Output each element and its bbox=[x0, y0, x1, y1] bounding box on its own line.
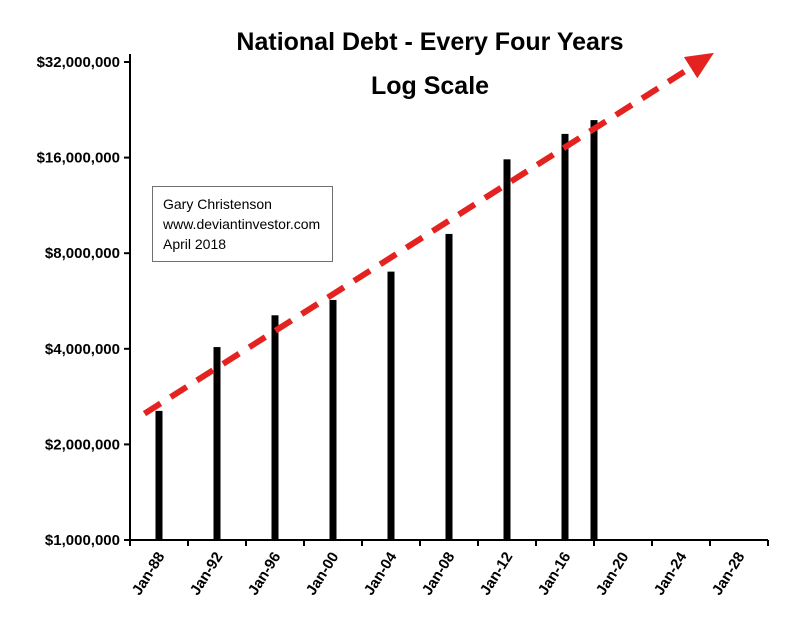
chart-subtitle: Log Scale bbox=[370, 72, 490, 100]
x-axis-label: Jan-00 bbox=[303, 549, 343, 598]
bar-jan-00 bbox=[329, 299, 337, 539]
annotation-website: www.deviantinvestor.com bbox=[163, 216, 321, 232]
x-axis-label: Jan-24 bbox=[651, 549, 691, 599]
x-axis-label: Jan-12 bbox=[477, 549, 517, 598]
annotation-author: Gary Christenson bbox=[163, 196, 272, 212]
x-axis-label: Jan-92 bbox=[187, 549, 227, 598]
bar-jan-18 bbox=[590, 120, 598, 539]
x-axis-label: Jan-96 bbox=[245, 549, 285, 598]
y-tick-label: $32,000,000 bbox=[37, 54, 120, 71]
bar-jan-96 bbox=[271, 315, 279, 539]
x-axis-label: Jan-16 bbox=[535, 549, 575, 598]
x-axis-label: Jan-20 bbox=[593, 549, 633, 598]
x-axis-label: Jan-28 bbox=[709, 549, 749, 598]
chart-title: National Debt - Every Four Years bbox=[236, 28, 624, 56]
bar-jan-08 bbox=[445, 233, 453, 539]
bar-jan-12 bbox=[503, 159, 511, 539]
x-axis-label: Jan-88 bbox=[129, 549, 169, 598]
y-tick-label: $8,000,000 bbox=[45, 245, 120, 262]
bar-jan-88 bbox=[155, 410, 163, 539]
y-tick-label: $16,000,000 bbox=[37, 150, 120, 167]
bar-jan-04 bbox=[387, 271, 395, 539]
x-axis-label: Jan-04 bbox=[361, 549, 401, 599]
y-tick-label: $1,000,000 bbox=[45, 532, 120, 549]
bar-jan-16 bbox=[561, 133, 569, 539]
y-tick-label: $2,000,000 bbox=[45, 436, 120, 453]
bar-jan-92 bbox=[213, 347, 221, 539]
trend-arrow bbox=[142, 52, 714, 417]
y-tick-label: $4,000,000 bbox=[45, 341, 120, 358]
x-axis-label: Jan-08 bbox=[419, 549, 459, 598]
annotation-date: April 2018 bbox=[163, 236, 227, 252]
annotation-box: Gary Christenson www.deviantinvestor.com… bbox=[152, 186, 334, 262]
